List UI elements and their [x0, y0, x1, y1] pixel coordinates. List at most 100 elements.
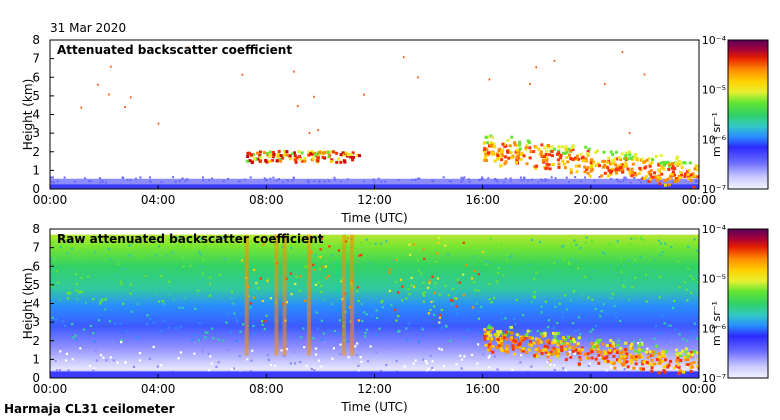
noise-speck [573, 330, 577, 333]
noise-speck [657, 239, 660, 242]
noise-speck [197, 339, 200, 342]
noise-speck [332, 347, 336, 350]
cloud-layer-speck [597, 361, 601, 365]
cloud-layer-speck [604, 352, 608, 356]
cloud-speck [258, 160, 262, 164]
surface-speck [619, 180, 622, 183]
cloud-layer-speck [534, 337, 538, 341]
cloud-speck [268, 159, 272, 163]
noise-speck [337, 249, 340, 252]
cloud-speck [275, 159, 279, 163]
noise-speck [215, 365, 218, 369]
cloud-layer-speck [629, 156, 633, 160]
cloud-layer-speck [499, 340, 503, 344]
noise-speck [478, 332, 482, 335]
cloud-layer-speck [637, 354, 641, 358]
noise-speck [369, 262, 372, 265]
surface-speck [56, 180, 59, 183]
cloud-layer-speck [550, 348, 554, 352]
noise-speck [470, 353, 474, 357]
noise-speck [479, 292, 482, 295]
noise-speck [653, 269, 656, 272]
cloud-layer-speck [504, 160, 508, 164]
x-tick-label: 08:00 [249, 382, 284, 396]
cloud-layer-speck [642, 367, 646, 371]
cloud-speck [349, 155, 353, 159]
surface-speck [181, 177, 184, 180]
noise-speck [617, 340, 621, 343]
cloud-layer-speck [599, 350, 603, 354]
cloud-layer-speck [683, 161, 687, 165]
y-tick-label: 4 [32, 297, 40, 311]
cloud-layer-speck [565, 150, 569, 154]
cloud-layer-speck [523, 336, 527, 340]
cloud-layer-speck [569, 168, 573, 172]
cloud-layer-speck [650, 358, 654, 362]
signal-streak [244, 234, 249, 356]
cloud-layer-speck [645, 350, 649, 354]
noise-speck [553, 368, 556, 372]
noise-speck [314, 283, 318, 286]
cloud-layer-speck [585, 356, 589, 360]
noise-speck [334, 261, 337, 264]
cloud-layer-speck [651, 175, 655, 179]
noise-speck [627, 259, 631, 262]
cloud-layer-speck [641, 348, 645, 352]
cloud-layer-speck [573, 156, 577, 160]
signal-streak [282, 234, 287, 356]
noise-speck [509, 265, 512, 268]
noise-speck [299, 275, 302, 278]
noise-speck [477, 317, 481, 320]
noise-speck [222, 278, 225, 281]
cloud-speck [352, 155, 356, 159]
noise-speck [518, 267, 521, 270]
surface-speck [328, 179, 331, 182]
noise-speck [444, 284, 447, 287]
cloud-layer-speck [684, 172, 688, 176]
cloud-layer-speck [659, 358, 663, 362]
surface-speck [149, 179, 152, 182]
noise-speck [131, 241, 134, 244]
noise-speck [561, 309, 564, 313]
noise-speck [677, 260, 680, 263]
x-tick-label: 00:00 [682, 382, 717, 396]
cloud-layer-speck [491, 350, 495, 354]
cloud-layer-speck [653, 351, 657, 355]
cloud-layer-speck [629, 347, 633, 351]
cloud-layer-speck [574, 348, 578, 352]
noise-speck [614, 311, 617, 314]
cloud-layer-speck [662, 167, 666, 171]
noise-speck [264, 320, 267, 323]
noise-speck [229, 303, 232, 307]
noise-speck [385, 240, 388, 243]
cloud-layer-speck [496, 338, 500, 342]
noise-speck [81, 345, 84, 348]
noise-speck [79, 290, 82, 293]
cloud-layer-speck [535, 354, 539, 358]
noise-speck [460, 358, 464, 361]
noise-speck [75, 282, 78, 286]
cloud-layer-speck [652, 362, 656, 366]
surface-speck [481, 178, 484, 181]
noise-speck [193, 333, 196, 337]
noise-speck [489, 309, 493, 312]
cloud-layer-speck [611, 159, 615, 163]
cloud-layer-speck [503, 155, 507, 159]
noise-speck [193, 352, 196, 355]
noise-speck [312, 367, 315, 370]
noise-speck [686, 299, 689, 302]
noise-speck [673, 303, 676, 306]
noise-speck [222, 236, 225, 239]
noise-speck [421, 358, 425, 361]
surface-speck [504, 177, 507, 180]
cloud-layer-speck [609, 339, 613, 343]
cloud-layer-speck [618, 168, 622, 172]
noise-speck [496, 271, 500, 275]
noise-speck [55, 318, 58, 321]
noise-speck [289, 362, 292, 365]
cloud-layer-speck [638, 342, 642, 346]
cloud-layer-speck [583, 170, 587, 174]
noise-speck [395, 280, 398, 283]
cloud-layer-speck [545, 159, 549, 163]
cloud-layer-speck [686, 354, 690, 358]
